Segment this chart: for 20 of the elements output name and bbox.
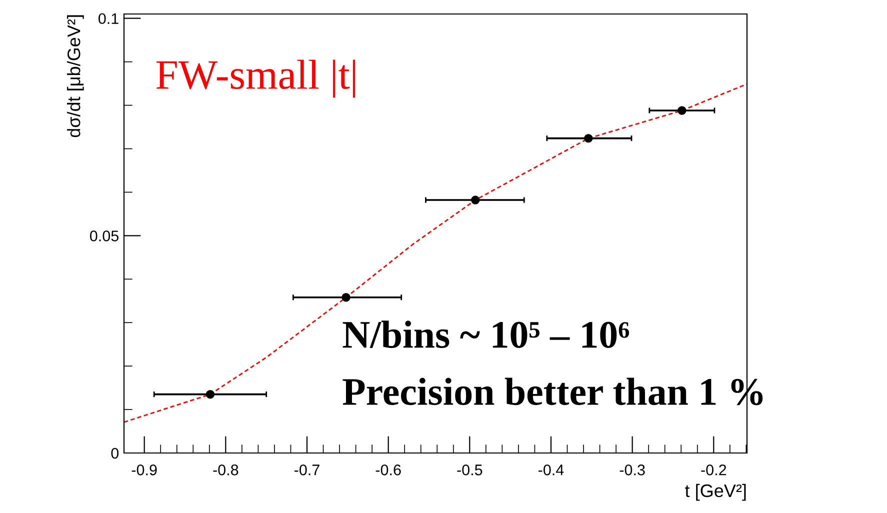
y-axis-title: dσ/dt [μb/GeV²] bbox=[67, 15, 84, 138]
point bbox=[678, 106, 686, 115]
point bbox=[342, 293, 350, 302]
x-tick-label: -0.4 bbox=[538, 464, 564, 476]
x-tick-label: -0.8 bbox=[213, 464, 238, 476]
point bbox=[470, 196, 480, 204]
y-tick-label: 0 bbox=[111, 448, 119, 459]
x-tick-label: -0.5 bbox=[457, 464, 482, 476]
x-tick-label: -0.2 bbox=[701, 464, 726, 476]
y-tick-label: 0.1 bbox=[98, 13, 118, 24]
point bbox=[206, 390, 215, 399]
x-tick-label: -0.3 bbox=[620, 464, 645, 476]
annotation: FW-small |t| bbox=[156, 60, 356, 98]
x-tick-label: -0.6 bbox=[376, 464, 401, 476]
point bbox=[584, 134, 593, 143]
x-tick-label: -0.7 bbox=[294, 464, 320, 476]
annotation: N/bins ~ 10⁵ – 10⁶ bbox=[342, 320, 630, 348]
x-tick-label: -0.9 bbox=[132, 464, 157, 476]
y-tick-label: 0.05 bbox=[90, 230, 118, 242]
x-axis-title: t [GeV²] bbox=[685, 484, 746, 501]
